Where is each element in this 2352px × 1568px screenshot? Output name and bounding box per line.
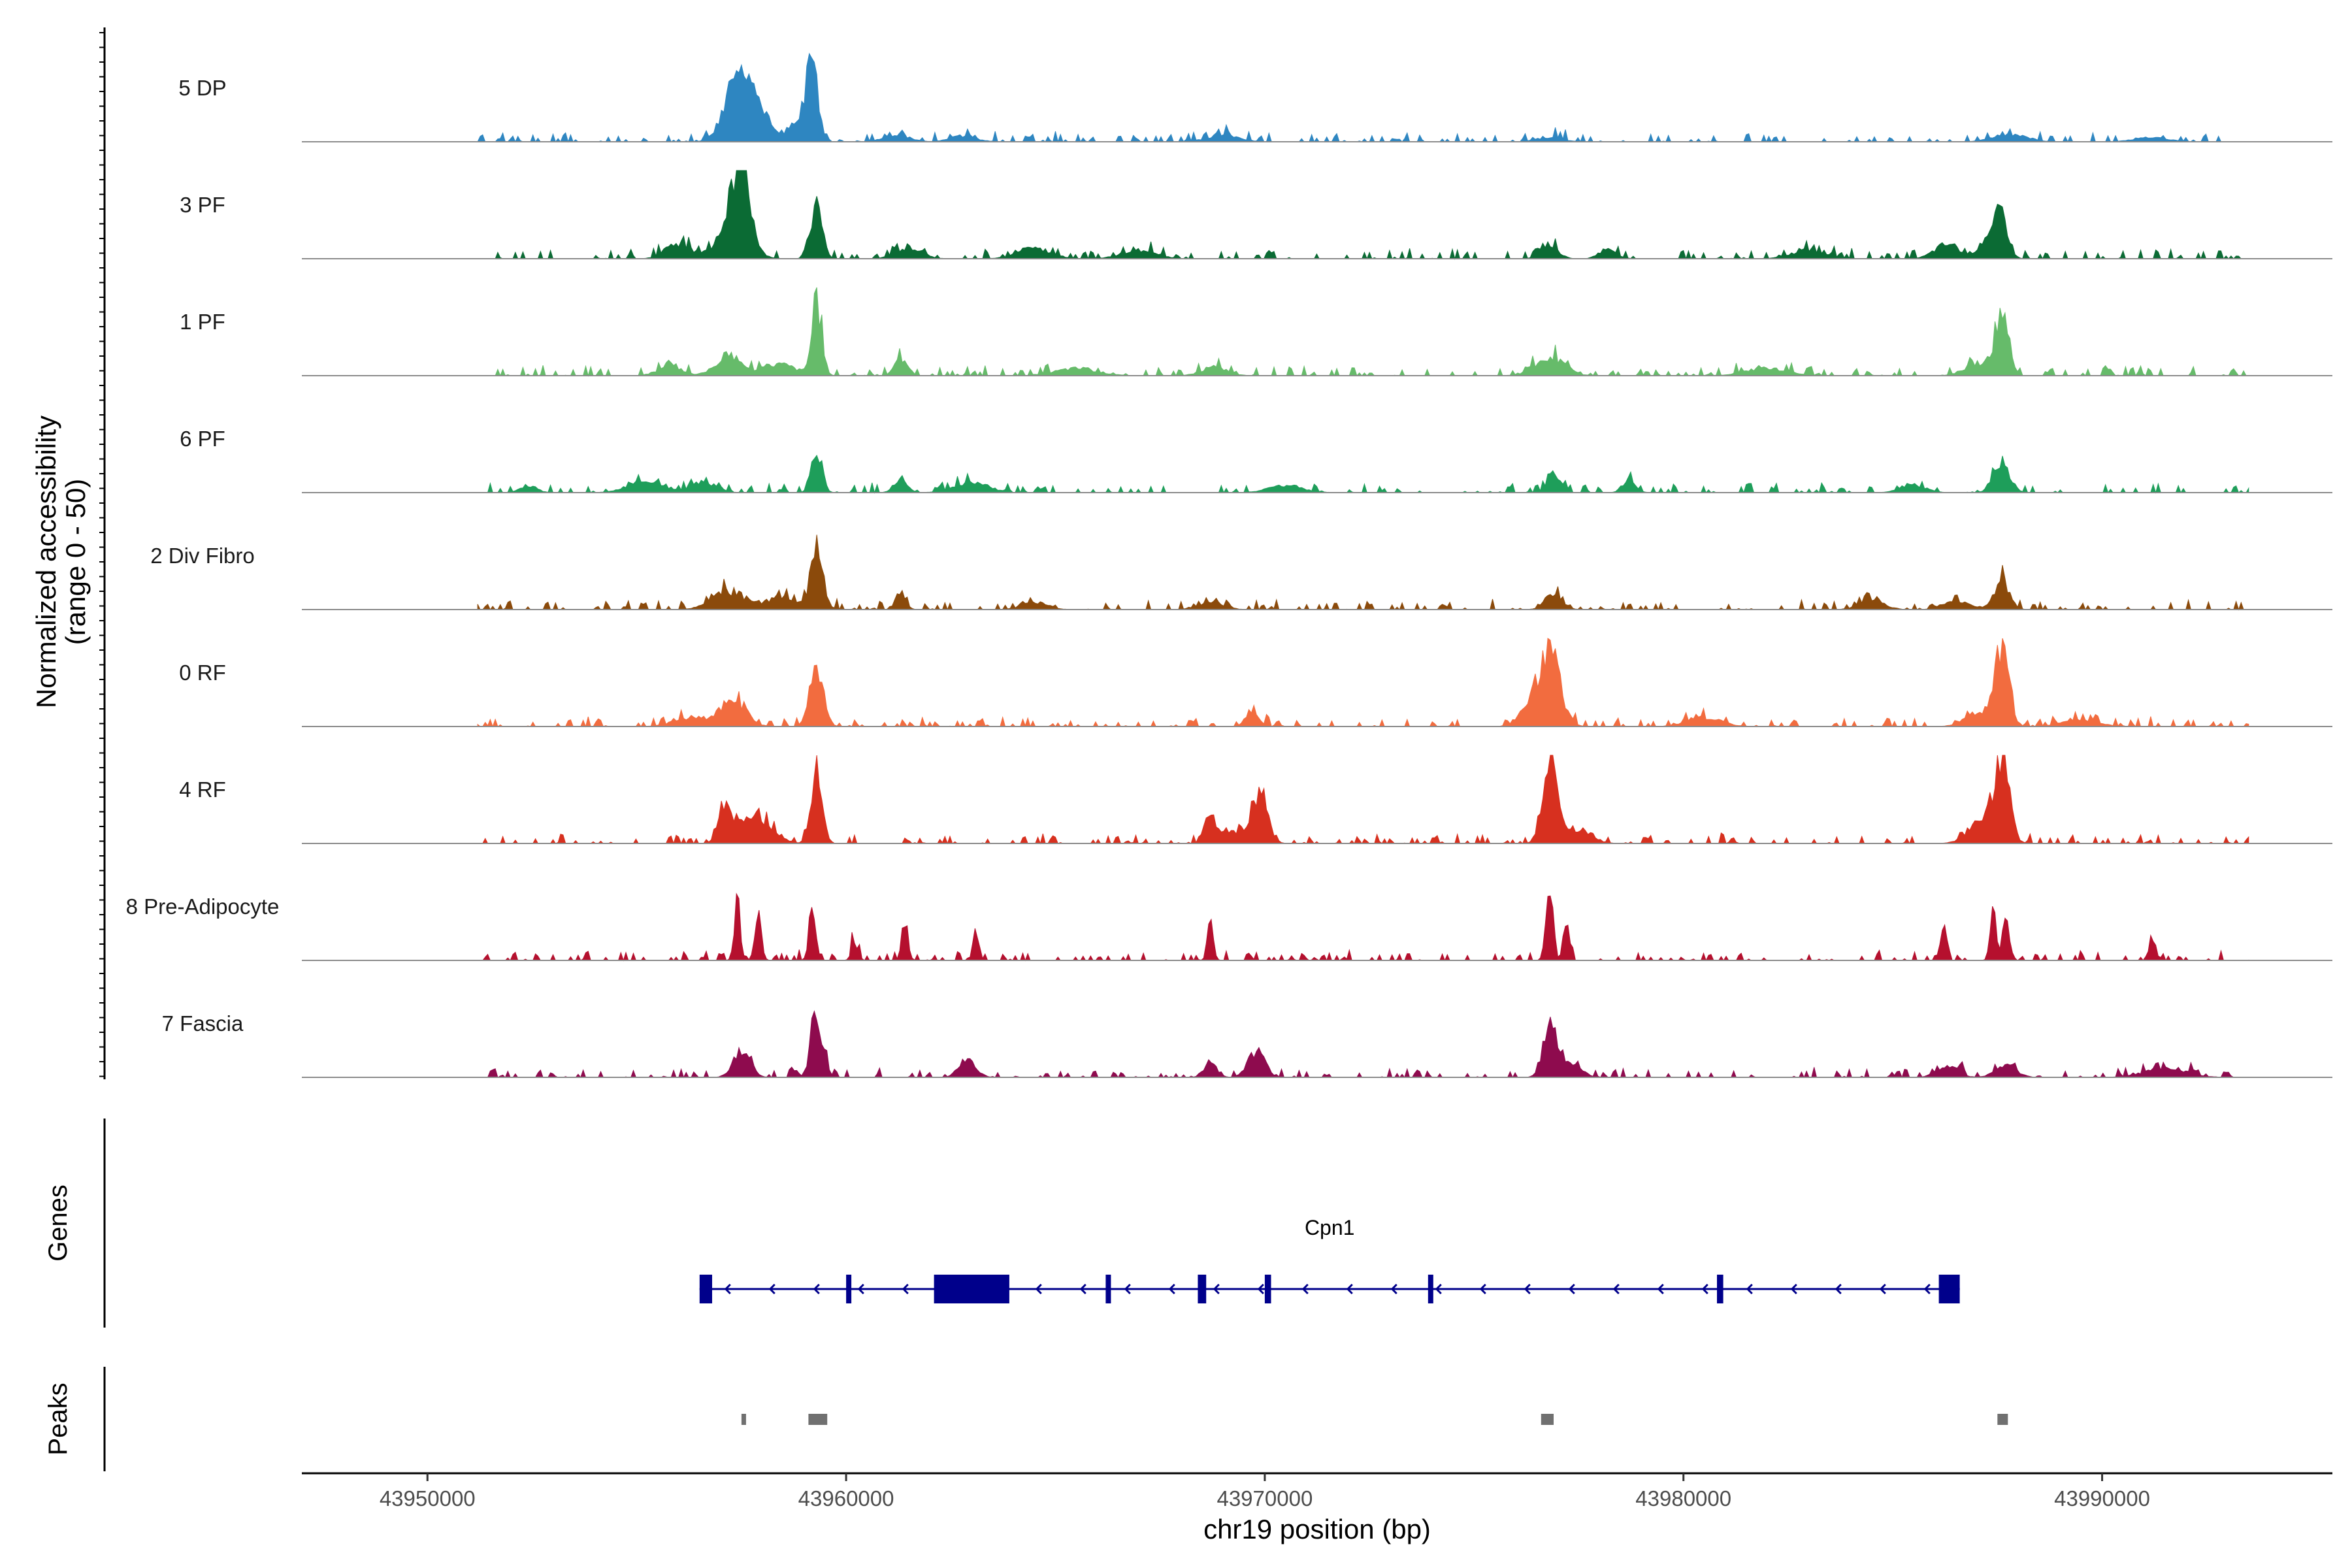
strand-arrow-icon: [1879, 1283, 1886, 1295]
gene-exon: [1717, 1275, 1723, 1303]
strand-arrow-icon: [1390, 1283, 1397, 1295]
strand-arrow-icon: [1346, 1283, 1353, 1295]
track-5: 2 Div Fibro: [150, 534, 2332, 611]
gene-exon: [1105, 1275, 1111, 1303]
strand-arrow-icon: [857, 1283, 864, 1295]
track-label: 7 Fascia: [162, 1011, 244, 1036]
strand-arrow-icon: [1790, 1283, 1797, 1295]
gene-exon: [1428, 1275, 1433, 1303]
coverage-area: [477, 52, 2249, 143]
peak-region: [808, 1414, 828, 1425]
strand-arrow-icon: [1835, 1283, 1842, 1295]
peak-region: [1541, 1414, 1554, 1425]
strand-arrow-icon: [768, 1283, 776, 1295]
gene-exon: [846, 1275, 852, 1303]
track-2: 3 PF: [180, 170, 2332, 260]
track-label: 4 RF: [179, 777, 226, 802]
y-axis-title-line2: (range 0 - 50): [60, 479, 91, 645]
track-9: 7 Fascia: [162, 1010, 2332, 1079]
gene-exon: [934, 1275, 1009, 1303]
gene-exon: [1938, 1275, 1960, 1303]
coverage-tracks: 5 DP 3 PF 1 PF 6 PF 2 Div Fibro 0 RF 4 RF 8 Pre…: [126, 52, 2332, 1079]
coverage-area: [478, 170, 2249, 260]
track-label: 3 PF: [180, 193, 225, 217]
peaks-panel-title: Peaks: [44, 1382, 73, 1455]
x-tick-label: 43990000: [2054, 1486, 2150, 1511]
coverage-area: [478, 287, 2249, 377]
track-8: 8 Pre-Adipocyte: [126, 892, 2332, 962]
coverage-area: [477, 638, 2249, 728]
strand-arrow-icon: [1612, 1283, 1620, 1295]
strand-arrow-icon: [1435, 1283, 1442, 1295]
strand-arrow-icon: [1124, 1283, 1131, 1295]
track-label: 5 DP: [178, 76, 226, 100]
strand-arrow-icon: [1168, 1283, 1175, 1295]
strand-arrow-icon: [1701, 1283, 1708, 1295]
x-axis-title: chr19 position (bp): [1203, 1514, 1431, 1544]
strand-arrow-icon: [1213, 1283, 1220, 1295]
track-label: 2 Div Fibro: [150, 544, 255, 568]
y-axis-title-line1: Normalized accessibility: [31, 416, 61, 708]
coverage-area: [478, 892, 2249, 962]
peak-region: [1997, 1414, 2008, 1425]
coverage-y-axis-ticks: [99, 32, 105, 1077]
gene-label: Cpn1: [1305, 1216, 1355, 1239]
track-4: 6 PF: [180, 427, 2332, 494]
x-axis-ticks: 43950000 43960000 43970000 43980000 43990000: [380, 1473, 2150, 1511]
genes-panel-title: Genes: [44, 1184, 73, 1262]
strand-arrow-icon: [1657, 1283, 1664, 1295]
coverage-area: [478, 1010, 2249, 1079]
peak-regions: [741, 1414, 2008, 1425]
track-6: 0 RF: [179, 638, 2332, 728]
track-label: 6 PF: [180, 427, 225, 451]
track-3: 1 PF: [180, 287, 2332, 377]
x-tick-label: 43950000: [380, 1486, 476, 1511]
x-tick-label: 43970000: [1217, 1486, 1313, 1511]
coverage-area: [477, 534, 2249, 611]
strand-arrow-icon: [1035, 1283, 1042, 1295]
gene-exon: [1264, 1275, 1271, 1303]
track-7: 4 RF: [179, 755, 2332, 845]
track-1: 5 DP: [178, 52, 2332, 143]
y-axis-title: Normalized accessibility (range 0 - 50): [31, 416, 91, 708]
track-label: 8 Pre-Adipocyte: [126, 894, 280, 919]
coverage-area: [478, 454, 2249, 494]
strand-arrow-icon: [1257, 1283, 1264, 1295]
peak-region: [741, 1414, 746, 1425]
strand-arrow-icon: [813, 1283, 820, 1295]
gene-exon: [1198, 1275, 1207, 1303]
track-label: 1 PF: [180, 310, 225, 334]
x-tick-label: 43980000: [1635, 1486, 1731, 1511]
coverage-area: [478, 755, 2249, 845]
gene-exon: [699, 1275, 712, 1303]
strand-arrow-icon: [1746, 1283, 1753, 1295]
strand-arrow-icon: [724, 1283, 731, 1295]
strand-arrow-icon: [902, 1283, 909, 1295]
strand-arrow-icon: [1524, 1283, 1531, 1295]
strand-arrow-icon: [1923, 1283, 1931, 1295]
strand-arrow-icon: [1301, 1283, 1309, 1295]
x-tick-label: 43960000: [798, 1486, 894, 1511]
strand-arrow-icon: [1079, 1283, 1086, 1295]
gene-model: [699, 1275, 1960, 1303]
strand-arrow-icon: [1568, 1283, 1575, 1295]
strand-arrow-icon: [1479, 1283, 1486, 1295]
track-label: 0 RF: [179, 661, 226, 685]
